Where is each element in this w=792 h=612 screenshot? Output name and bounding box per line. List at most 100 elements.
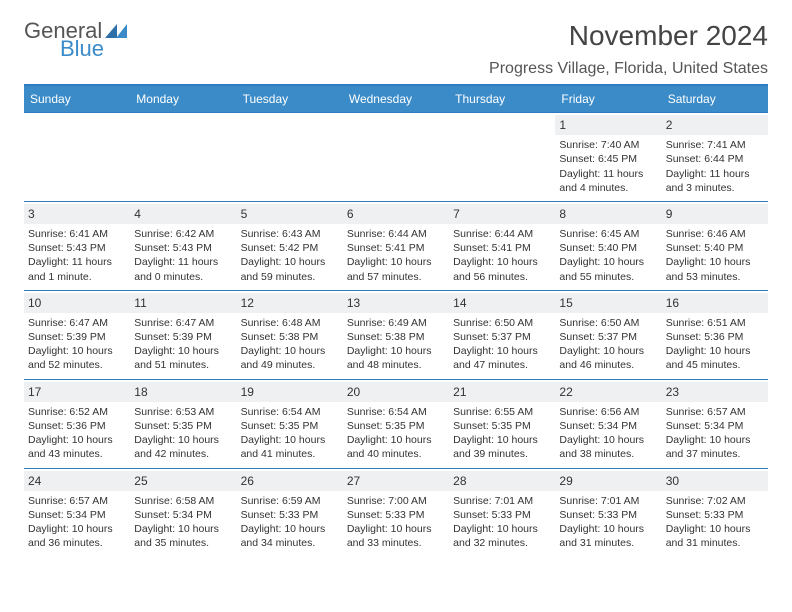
sunrise-text: Sunrise: 6:53 AM [134, 405, 232, 419]
daylight-text: Daylight: 11 hours and 0 minutes. [134, 255, 232, 283]
daylight-text: Daylight: 10 hours and 31 minutes. [666, 522, 764, 550]
weekday-header: Monday [130, 86, 236, 112]
sunset-text: Sunset: 5:35 PM [347, 419, 445, 433]
sunrise-text: Sunrise: 6:55 AM [453, 405, 551, 419]
day-number: 6 [343, 204, 449, 224]
daylight-text: Daylight: 10 hours and 42 minutes. [134, 433, 232, 461]
sunrise-text: Sunrise: 7:02 AM [666, 494, 764, 508]
daylight-text: Daylight: 10 hours and 49 minutes. [241, 344, 339, 372]
daylight-text: Daylight: 10 hours and 40 minutes. [347, 433, 445, 461]
sunset-text: Sunset: 5:38 PM [241, 330, 339, 344]
day-number: 27 [343, 471, 449, 491]
sunset-text: Sunset: 5:34 PM [559, 419, 657, 433]
calendar-cell [130, 112, 236, 201]
sunrise-text: Sunrise: 6:57 AM [666, 405, 764, 419]
day-number: 2 [662, 115, 768, 135]
sunset-text: Sunset: 6:45 PM [559, 152, 657, 166]
daylight-text: Daylight: 10 hours and 55 minutes. [559, 255, 657, 283]
sunrise-text: Sunrise: 6:52 AM [28, 405, 126, 419]
day-number: 11 [130, 293, 236, 313]
day-number: 12 [237, 293, 343, 313]
daylight-text: Daylight: 10 hours and 41 minutes. [241, 433, 339, 461]
daylight-text: Daylight: 11 hours and 4 minutes. [559, 167, 657, 195]
sunset-text: Sunset: 5:42 PM [241, 241, 339, 255]
daylight-text: Daylight: 10 hours and 33 minutes. [347, 522, 445, 550]
sunset-text: Sunset: 5:35 PM [241, 419, 339, 433]
page-subtitle: Progress Village, Florida, United States [489, 60, 768, 78]
calendar-cell: 27 Sunrise: 7:00 AMSunset: 5:33 PMDayligh… [343, 468, 449, 557]
sunset-text: Sunset: 5:38 PM [347, 330, 445, 344]
sunset-text: Sunset: 5:34 PM [666, 419, 764, 433]
day-number: 21 [449, 382, 555, 402]
sunset-text: Sunset: 5:37 PM [559, 330, 657, 344]
calendar-cell: 20Sunrise: 6:54 AMSunset: 5:35 PMDayligh… [343, 379, 449, 468]
sunrise-text: Sunrise: 6:48 AM [241, 316, 339, 330]
calendar-cell: 25Sunrise: 6:58 AMSunset: 5:34 PMDayligh… [130, 468, 236, 557]
sunset-text: Sunset: 5:33 PM [241, 508, 339, 522]
day-number: 8 [555, 204, 661, 224]
day-number: 7 [449, 204, 555, 224]
weekday-header: Tuesday [237, 86, 343, 112]
calendar-grid: 1Sunrise: 7:40 AMSunset: 6:45 PMDaylight… [24, 112, 768, 556]
daylight-text: Daylight: 10 hours and 39 minutes. [453, 433, 551, 461]
daylight-text: Daylight: 10 hours and 47 minutes. [453, 344, 551, 372]
sunrise-text: Sunrise: 6:44 AM [453, 227, 551, 241]
sunset-text: Sunset: 5:35 PM [134, 419, 232, 433]
sunrise-text: Sunrise: 7:40 AM [559, 138, 657, 152]
daylight-text: Daylight: 10 hours and 45 minutes. [666, 344, 764, 372]
header: General Blue November 2024 Progress Vill… [24, 20, 768, 78]
daylight-text: Daylight: 10 hours and 32 minutes. [453, 522, 551, 550]
sunset-text: Sunset: 5:36 PM [28, 419, 126, 433]
sunset-text: Sunset: 5:33 PM [666, 508, 764, 522]
calendar-cell: 19Sunrise: 6:54 AMSunset: 5:35 PMDayligh… [237, 379, 343, 468]
daylight-text: Daylight: 10 hours and 43 minutes. [28, 433, 126, 461]
calendar-cell [449, 112, 555, 201]
sunset-text: Sunset: 5:40 PM [559, 241, 657, 255]
sunrise-text: Sunrise: 6:49 AM [347, 316, 445, 330]
day-number: 20 [343, 382, 449, 402]
sunrise-text: Sunrise: 6:50 AM [453, 316, 551, 330]
sunrise-text: Sunrise: 6:50 AM [559, 316, 657, 330]
calendar-cell: 1Sunrise: 7:40 AMSunset: 6:45 PMDaylight… [555, 112, 661, 201]
daylight-text: Daylight: 10 hours and 59 minutes. [241, 255, 339, 283]
sunset-text: Sunset: 5:34 PM [134, 508, 232, 522]
calendar-cell: 26Sunrise: 6:59 AMSunset: 5:33 PMDayligh… [237, 468, 343, 557]
day-number: 28 [449, 471, 555, 491]
calendar-cell: 9Sunrise: 6:46 AMSunset: 5:40 PMDaylight… [662, 201, 768, 290]
sunset-text: Sunset: 5:37 PM [453, 330, 551, 344]
sunset-text: Sunset: 5:39 PM [28, 330, 126, 344]
sunrise-text: Sunrise: 6:47 AM [28, 316, 126, 330]
calendar-cell: 16Sunrise: 6:51 AMSunset: 5:36 PMDayligh… [662, 290, 768, 379]
daylight-text: Daylight: 10 hours and 46 minutes. [559, 344, 657, 372]
day-number: 10 [24, 293, 130, 313]
sunrise-text: Sunrise: 6:56 AM [559, 405, 657, 419]
sunrise-text: Sunrise: 6:58 AM [134, 494, 232, 508]
sunset-text: Sunset: 5:41 PM [453, 241, 551, 255]
sunset-text: Sunset: 5:40 PM [666, 241, 764, 255]
calendar-cell [237, 112, 343, 201]
calendar: SundayMondayTuesdayWednesdayThursdayFrid… [24, 84, 768, 556]
page-title: November 2024 [489, 20, 768, 52]
calendar-page: General Blue November 2024 Progress Vill… [0, 0, 792, 580]
sunrise-text: Sunrise: 6:42 AM [134, 227, 232, 241]
daylight-text: Daylight: 10 hours and 38 minutes. [559, 433, 657, 461]
calendar-cell: 12 Sunrise: 6:48 AMSunset: 5:38 PMDayligh… [237, 290, 343, 379]
sunset-text: Sunset: 5:33 PM [347, 508, 445, 522]
sunrise-text: Sunrise: 6:51 AM [666, 316, 764, 330]
day-number: 23 [662, 382, 768, 402]
daylight-text: Daylight: 10 hours and 57 minutes. [347, 255, 445, 283]
calendar-cell: 23Sunrise: 6:57 AMSunset: 5:34 PMDayligh… [662, 379, 768, 468]
calendar-cell: 21Sunrise: 6:55 AMSunset: 5:35 PMDayligh… [449, 379, 555, 468]
sunrise-text: Sunrise: 7:01 AM [559, 494, 657, 508]
day-number: 15 [555, 293, 661, 313]
sunrise-text: Sunrise: 7:00 AM [347, 494, 445, 508]
day-number: 24 [24, 471, 130, 491]
calendar-cell: 13Sunrise: 6:49 AMSunset: 5:38 PMDayligh… [343, 290, 449, 379]
day-number: 5 [237, 204, 343, 224]
sunset-text: Sunset: 5:33 PM [559, 508, 657, 522]
sunset-text: Sunset: 6:44 PM [666, 152, 764, 166]
calendar-cell: 24Sunrise: 6:57 AMSunset: 5:34 PMDayligh… [24, 468, 130, 557]
daylight-text: Daylight: 10 hours and 52 minutes. [28, 344, 126, 372]
calendar-cell: 18Sunrise: 6:53 AMSunset: 5:35 PMDayligh… [130, 379, 236, 468]
daylight-text: Daylight: 11 hours and 3 minutes. [666, 167, 764, 195]
